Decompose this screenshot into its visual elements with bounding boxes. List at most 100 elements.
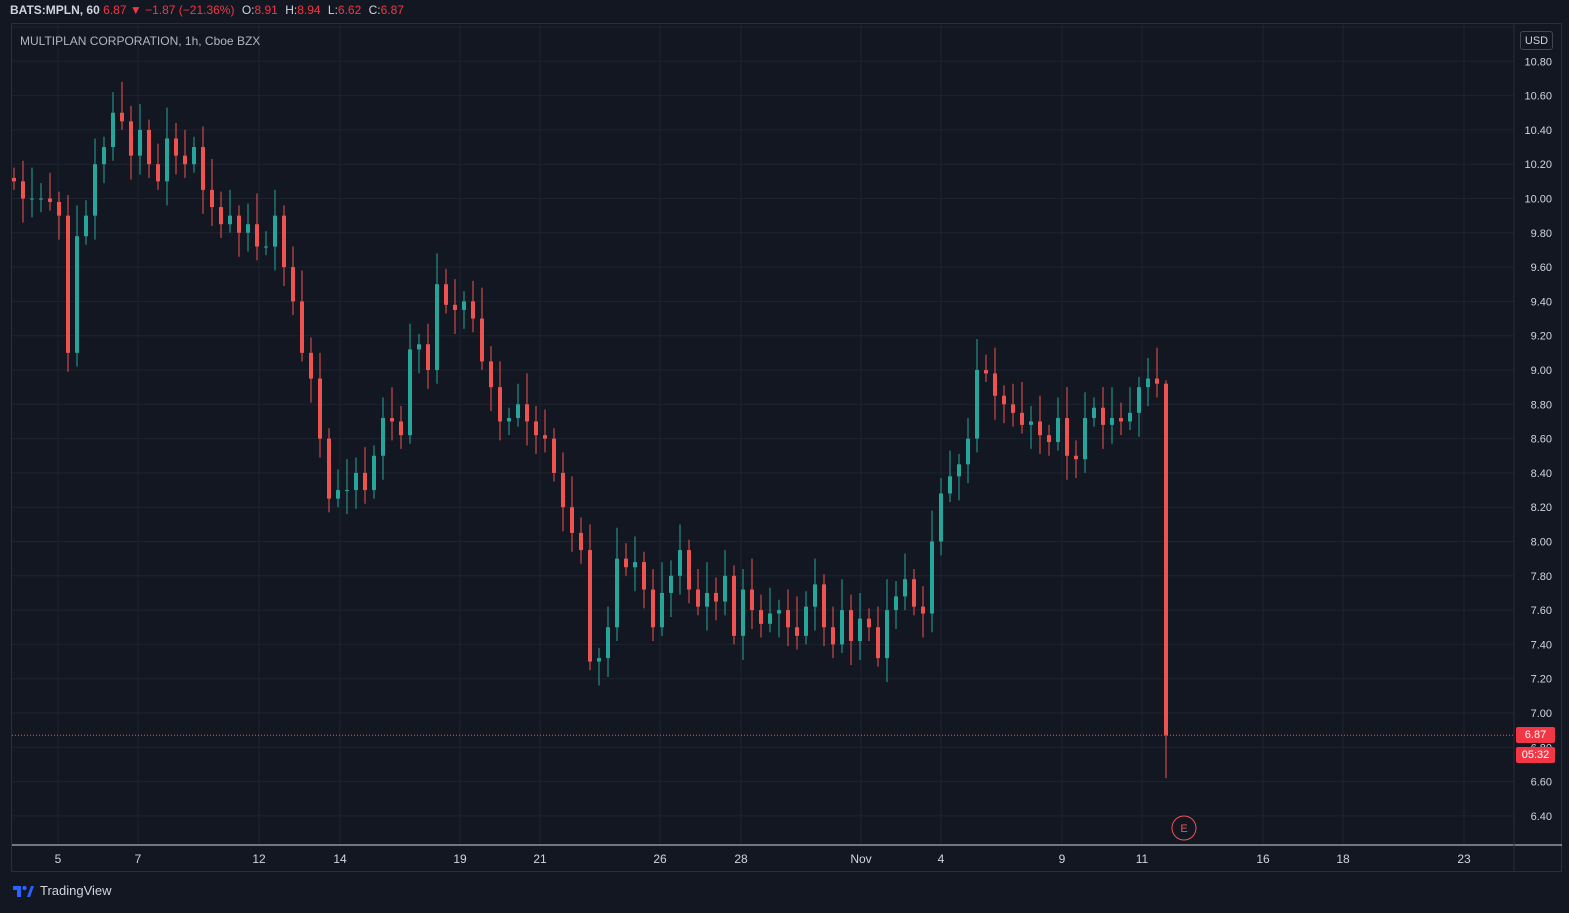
candle-body[interactable] xyxy=(561,472,565,508)
candle-body[interactable] xyxy=(147,129,151,165)
candle-body[interactable] xyxy=(345,490,349,492)
candle-body[interactable] xyxy=(849,610,853,641)
candle-body[interactable] xyxy=(399,421,403,436)
candle-body[interactable] xyxy=(12,177,16,182)
candle-body[interactable] xyxy=(1065,418,1069,456)
candle-body[interactable] xyxy=(354,472,358,491)
candle-body[interactable] xyxy=(489,361,493,388)
candle-body[interactable] xyxy=(471,301,475,319)
candle-body[interactable] xyxy=(534,421,538,436)
candle-body[interactable] xyxy=(1146,378,1150,388)
candle-body[interactable] xyxy=(111,112,115,148)
candle-body[interactable] xyxy=(984,370,988,374)
candle-body[interactable] xyxy=(435,284,439,370)
candle-body[interactable] xyxy=(921,606,925,614)
candle-body[interactable] xyxy=(975,370,979,439)
candle-body[interactable] xyxy=(1083,418,1087,460)
candle-body[interactable] xyxy=(876,627,880,659)
candle-body[interactable] xyxy=(786,610,790,628)
candle-body[interactable] xyxy=(1011,404,1015,413)
candle-body[interactable] xyxy=(75,236,79,353)
candle-body[interactable] xyxy=(372,455,376,491)
candle-body[interactable] xyxy=(813,584,817,607)
earnings-marker-icon[interactable] xyxy=(1171,815,1197,841)
candle-body[interactable] xyxy=(309,352,313,379)
candle-body[interactable] xyxy=(633,562,637,568)
candle-body[interactable] xyxy=(228,215,232,225)
candle-body[interactable] xyxy=(606,627,610,659)
candle-body[interactable] xyxy=(903,579,907,597)
chart-legend[interactable]: MULTIPLAN CORPORATION, 1h, Cboe BZX xyxy=(20,34,261,48)
candle-body[interactable] xyxy=(732,575,736,636)
candle-body[interactable] xyxy=(723,575,727,602)
candle-body[interactable] xyxy=(57,201,61,216)
candle-body[interactable] xyxy=(705,592,709,607)
candle-body[interactable] xyxy=(894,596,898,611)
candle-body[interactable] xyxy=(165,138,169,182)
candle-body[interactable] xyxy=(93,164,97,216)
candle-body[interactable] xyxy=(1128,412,1132,422)
candle-body[interactable] xyxy=(282,215,286,268)
candle-body[interactable] xyxy=(516,404,520,419)
candle-body[interactable] xyxy=(66,215,70,353)
candle-body[interactable] xyxy=(381,418,385,456)
candle-body[interactable] xyxy=(498,387,502,422)
candle-body[interactable] xyxy=(1119,418,1123,422)
candle-body[interactable] xyxy=(1110,418,1114,425)
candle-body[interactable] xyxy=(957,464,961,477)
candle-body[interactable] xyxy=(255,224,259,247)
candle-body[interactable] xyxy=(363,472,367,491)
candle-body[interactable] xyxy=(579,532,583,551)
candle-body[interactable] xyxy=(651,589,655,628)
candle-body[interactable] xyxy=(912,579,916,607)
candle-body[interactable] xyxy=(714,592,718,602)
candle-body[interactable] xyxy=(966,438,970,465)
candle-body[interactable] xyxy=(741,589,745,636)
candle-body[interactable] xyxy=(885,610,889,659)
candle-body[interactable] xyxy=(1038,421,1042,436)
candle-body[interactable] xyxy=(192,147,196,165)
candle-body[interactable] xyxy=(21,181,25,199)
candle-body[interactable] xyxy=(1002,395,1006,405)
candle-body[interactable] xyxy=(759,610,763,624)
candle-body[interactable] xyxy=(642,562,646,590)
candle-body[interactable] xyxy=(129,121,133,156)
candle-body[interactable] xyxy=(390,418,394,422)
candle-body[interactable] xyxy=(84,215,88,237)
candle-body[interactable] xyxy=(156,164,160,182)
candle-body[interactable] xyxy=(1029,421,1033,425)
candle-body[interactable] xyxy=(570,507,574,533)
candle-body[interactable] xyxy=(444,284,448,305)
candle-body[interactable] xyxy=(30,198,34,200)
candle-body[interactable] xyxy=(507,418,511,422)
candle-body[interactable] xyxy=(1137,387,1141,413)
candle-body[interactable] xyxy=(831,627,835,645)
candle-body[interactable] xyxy=(660,592,664,628)
brand-footer[interactable]: TradingView xyxy=(12,882,112,898)
candle-body[interactable] xyxy=(183,155,187,165)
candle-body[interactable] xyxy=(237,215,241,233)
candle-body[interactable] xyxy=(1020,412,1024,425)
candle-body[interactable] xyxy=(102,147,106,165)
symbol-label[interactable]: BATS:MPLN, 60 xyxy=(10,3,100,17)
candle-body[interactable] xyxy=(210,189,214,208)
candle-body[interactable] xyxy=(219,207,223,225)
candle-body[interactable] xyxy=(615,558,619,628)
candle-body[interactable] xyxy=(669,575,673,593)
candle-body[interactable] xyxy=(120,112,124,122)
candle-body[interactable] xyxy=(336,490,340,499)
candle-body[interactable] xyxy=(543,435,547,439)
candle-body[interactable] xyxy=(588,550,592,662)
candle-body[interactable] xyxy=(273,215,277,247)
candle-body[interactable] xyxy=(174,138,178,156)
candle-body[interactable] xyxy=(1155,378,1159,384)
candle-body[interactable] xyxy=(696,589,700,607)
candle-body[interactable] xyxy=(867,618,871,628)
candle-body[interactable] xyxy=(939,493,943,542)
candle-body[interactable] xyxy=(201,147,205,190)
candle-body[interactable] xyxy=(552,438,556,473)
candle-body[interactable] xyxy=(453,304,457,310)
candle-body[interactable] xyxy=(750,589,754,611)
candle-body[interactable] xyxy=(525,404,529,422)
candle-body[interactable] xyxy=(462,301,466,310)
